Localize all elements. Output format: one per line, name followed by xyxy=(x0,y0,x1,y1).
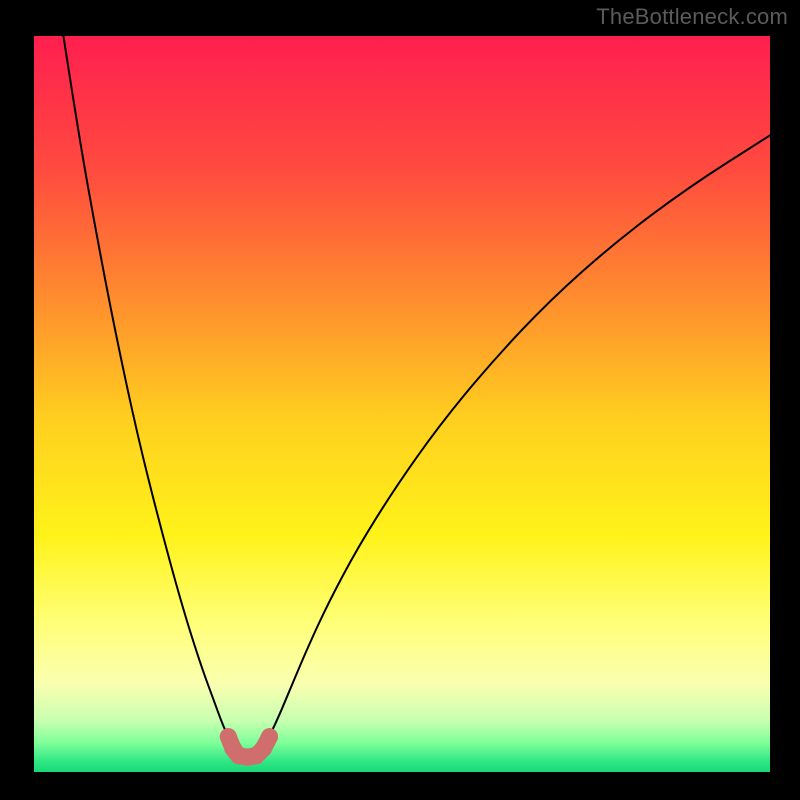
watermark-text: TheBottleneck.com xyxy=(596,4,788,30)
gradient-background xyxy=(34,36,770,772)
plot-area xyxy=(34,36,770,772)
chart-frame: TheBottleneck.com xyxy=(0,0,800,800)
highlight-marker xyxy=(261,728,278,745)
